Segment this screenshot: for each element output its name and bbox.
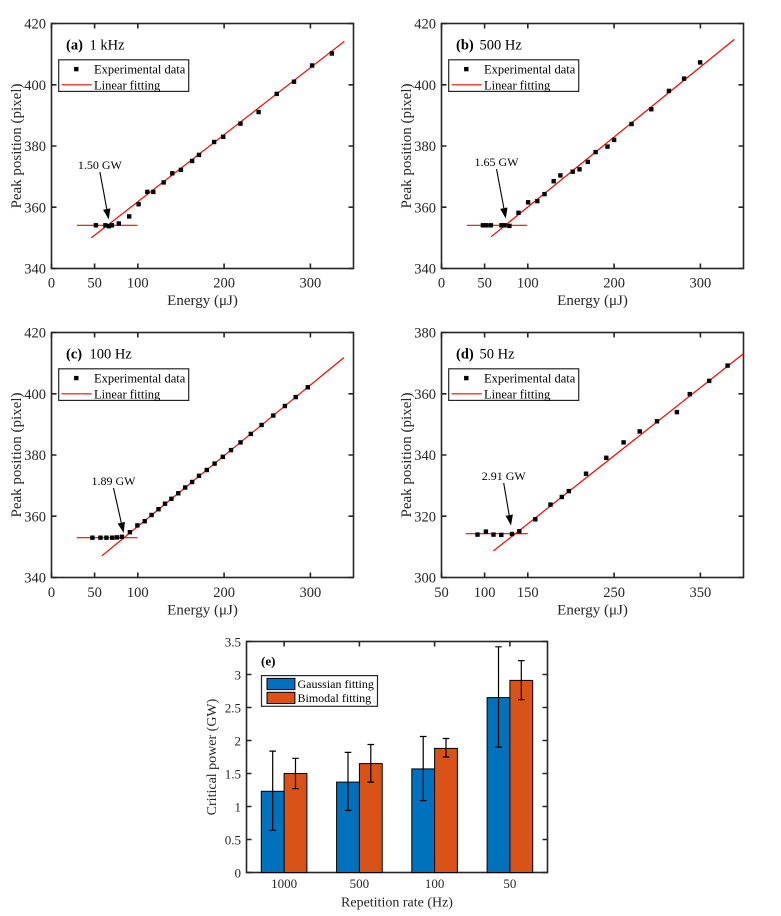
svg-text:1: 1: [235, 800, 242, 815]
svg-text:0: 0: [48, 585, 55, 601]
svg-text:1.5: 1.5: [225, 767, 241, 782]
svg-text:320: 320: [414, 510, 436, 526]
svg-text:420: 420: [24, 17, 46, 33]
svg-text:380: 380: [414, 139, 436, 155]
svg-text:50: 50: [503, 876, 516, 891]
svg-text:360: 360: [414, 200, 436, 216]
svg-text:Linear fitting: Linear fitting: [94, 387, 161, 401]
svg-text:2.5: 2.5: [225, 701, 241, 716]
svg-text:50: 50: [87, 276, 102, 292]
svg-text:1.50 GW: 1.50 GW: [78, 158, 123, 172]
svg-text:Energy (μJ): Energy (μJ): [557, 293, 628, 309]
svg-text:3: 3: [235, 668, 242, 683]
svg-text:Linear fitting: Linear fitting: [94, 78, 161, 92]
svg-text:50 Hz: 50 Hz: [480, 347, 516, 363]
svg-text:100: 100: [474, 585, 496, 601]
svg-text:400: 400: [24, 387, 46, 403]
svg-text:Experimental data: Experimental data: [484, 372, 576, 386]
svg-text:50: 50: [87, 585, 102, 601]
svg-text:300: 300: [414, 571, 436, 587]
svg-text:0: 0: [235, 866, 242, 881]
svg-text:0.5: 0.5: [225, 833, 241, 848]
svg-text:Experimental data: Experimental data: [94, 372, 186, 386]
svg-text:1 kHz: 1 kHz: [90, 38, 126, 54]
svg-text:150: 150: [517, 585, 539, 601]
svg-text:1.65 GW: 1.65 GW: [475, 155, 520, 169]
svg-text:50: 50: [434, 585, 449, 601]
svg-text:0: 0: [438, 276, 445, 292]
svg-text:500 Hz: 500 Hz: [480, 38, 523, 54]
svg-text:Energy (μJ): Energy (μJ): [167, 603, 238, 619]
svg-text:Experimental data: Experimental data: [94, 63, 186, 77]
svg-text:380: 380: [414, 326, 436, 342]
svg-text:Peak position (pixel): Peak position (pixel): [9, 84, 25, 209]
svg-text:Linear fitting: Linear fitting: [484, 387, 551, 401]
svg-text:420: 420: [414, 17, 436, 33]
svg-text:250: 250: [603, 585, 625, 601]
svg-text:300: 300: [300, 276, 322, 292]
svg-text:380: 380: [24, 139, 46, 155]
svg-text:350: 350: [690, 585, 712, 601]
svg-text:1.89 GW: 1.89 GW: [92, 474, 137, 488]
svg-text:(b): (b): [456, 38, 474, 54]
svg-text:Experimental data: Experimental data: [484, 63, 576, 77]
svg-text:1000: 1000: [271, 876, 297, 891]
svg-text:100: 100: [127, 585, 149, 601]
svg-text:400: 400: [414, 78, 436, 94]
svg-text:Bimodal fitting: Bimodal fitting: [298, 691, 372, 705]
svg-text:3.5: 3.5: [225, 635, 241, 650]
svg-text:Peak position (pixel): Peak position (pixel): [399, 393, 415, 518]
svg-text:2.91 GW: 2.91 GW: [482, 469, 527, 483]
svg-text:340: 340: [24, 262, 46, 278]
svg-text:Linear fitting: Linear fitting: [484, 78, 551, 92]
svg-text:360: 360: [24, 200, 46, 216]
svg-text:420: 420: [24, 326, 46, 342]
svg-text:100 Hz: 100 Hz: [90, 347, 133, 363]
svg-text:Gaussian fitting: Gaussian fitting: [298, 677, 374, 691]
svg-text:(a): (a): [66, 38, 83, 54]
svg-text:340: 340: [414, 262, 436, 278]
svg-text:200: 200: [213, 276, 235, 292]
svg-text:Critical power (GW): Critical power (GW): [205, 698, 220, 815]
svg-text:50: 50: [477, 276, 492, 292]
svg-text:200: 200: [603, 276, 625, 292]
svg-text:(e): (e): [261, 653, 275, 668]
svg-text:340: 340: [24, 571, 46, 587]
svg-text:0: 0: [48, 276, 55, 292]
svg-text:Energy (μJ): Energy (μJ): [557, 603, 628, 619]
svg-text:Peak position (pixel): Peak position (pixel): [9, 393, 25, 518]
svg-text:100: 100: [517, 276, 539, 292]
svg-text:100: 100: [425, 876, 445, 891]
svg-text:200: 200: [213, 585, 235, 601]
svg-text:(c): (c): [66, 347, 82, 363]
svg-text:340: 340: [414, 448, 436, 464]
svg-text:2: 2: [235, 734, 242, 749]
svg-text:100: 100: [127, 276, 149, 292]
svg-text:Repetition rate (Hz): Repetition rate (Hz): [341, 896, 453, 911]
svg-text:380: 380: [24, 448, 46, 464]
svg-text:(d): (d): [456, 347, 474, 363]
svg-text:500: 500: [350, 876, 370, 891]
svg-text:300: 300: [300, 585, 322, 601]
svg-text:400: 400: [24, 78, 46, 94]
svg-text:Energy (μJ): Energy (μJ): [167, 293, 238, 309]
svg-text:360: 360: [24, 510, 46, 526]
svg-text:Peak position (pixel): Peak position (pixel): [399, 84, 415, 209]
svg-text:300: 300: [690, 276, 712, 292]
svg-text:360: 360: [414, 387, 436, 403]
